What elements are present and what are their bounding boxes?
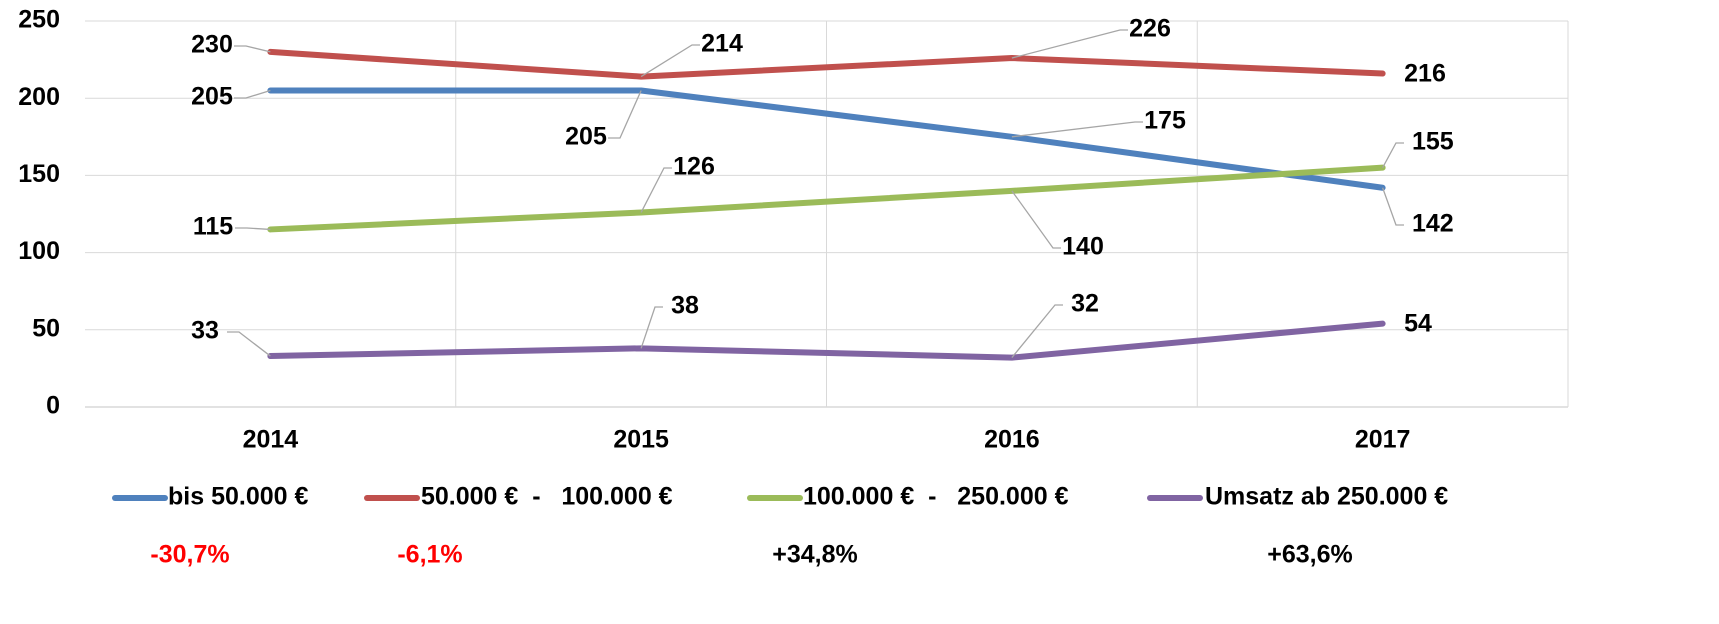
leader-line: [640, 44, 700, 78]
data-label: 126: [673, 153, 715, 181]
leader-line: [608, 90, 642, 139]
x-tick-label: 2015: [613, 426, 669, 454]
annotation: +63,6%: [1267, 541, 1353, 569]
data-label: 155: [1412, 128, 1454, 156]
data-label: 216: [1404, 60, 1446, 88]
data-label: 140: [1062, 233, 1104, 261]
leader-line: [1011, 190, 1061, 249]
leader-line: [234, 45, 271, 53]
series-line: [267, 87, 1386, 191]
annotation: -6,1%: [397, 541, 462, 569]
data-label: 33: [191, 317, 219, 345]
legend-label: 100.000 € - 250.000 €: [803, 483, 1069, 511]
leader-line: [1382, 187, 1404, 226]
legend-label: 50.000 € - 100.000 €: [421, 483, 673, 511]
data-label: 214: [701, 30, 743, 58]
data-label: 205: [565, 123, 607, 151]
data-label: 205: [191, 83, 233, 111]
data-label: 32: [1071, 290, 1099, 318]
y-tick-label: 150: [18, 160, 60, 188]
y-tick-label: 50: [32, 314, 60, 342]
leader-line: [1011, 304, 1063, 359]
x-tick-label: 2016: [984, 426, 1040, 454]
legend-label: Umsatz ab 250.000 €: [1205, 483, 1448, 511]
series-line: [267, 48, 1386, 80]
data-label: 226: [1129, 15, 1171, 43]
y-tick-label: 0: [46, 392, 60, 420]
annotation: -30,7%: [150, 541, 229, 569]
leader-line: [234, 89, 271, 99]
data-label: 115: [193, 213, 233, 241]
leader-line: [235, 227, 271, 231]
y-tick-label: 250: [18, 6, 60, 34]
leader-line: [640, 167, 672, 213]
data-label: 175: [1144, 107, 1186, 135]
y-tick-label: 100: [18, 237, 60, 265]
leader-line: [1011, 29, 1128, 59]
data-label: 230: [191, 31, 233, 59]
leader-line: [227, 331, 271, 357]
leader-line: [1382, 142, 1404, 168]
data-label: 54: [1404, 310, 1432, 338]
x-tick-label: 2017: [1355, 426, 1411, 454]
data-label: 38: [671, 292, 699, 320]
x-tick-label: 2014: [243, 426, 299, 454]
data-label: 142: [1412, 210, 1454, 238]
series-line: [267, 164, 1386, 233]
legend-label: bis 50.000 €: [168, 483, 308, 511]
annotation: +34,8%: [772, 541, 858, 569]
leader-line: [640, 306, 663, 349]
y-tick-label: 200: [18, 83, 60, 111]
series-line: [267, 320, 1386, 361]
leader-line: [1011, 121, 1143, 138]
